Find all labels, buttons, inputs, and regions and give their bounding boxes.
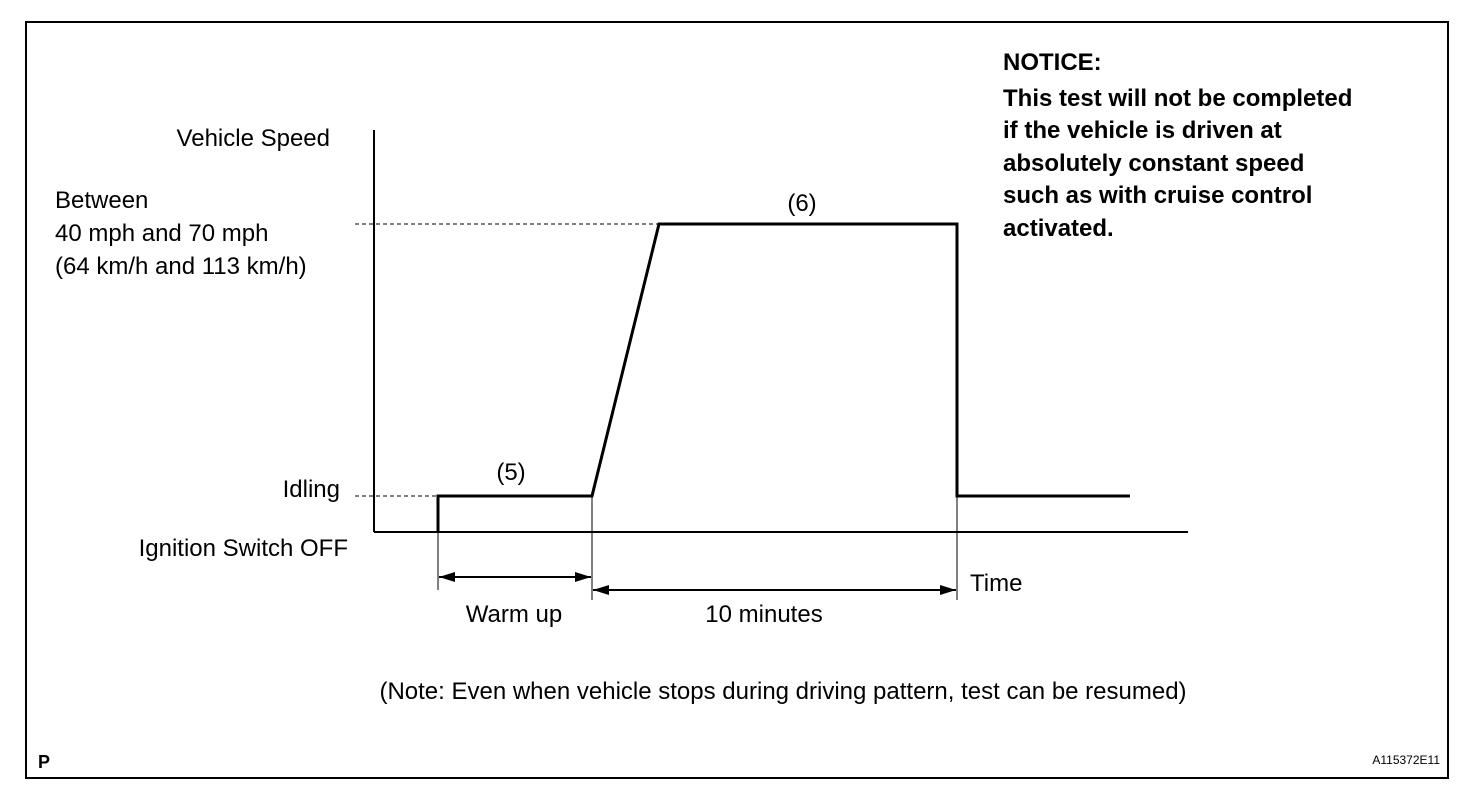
notice-line: if the vehicle is driven at xyxy=(1003,117,1282,144)
notice-title: NOTICE: xyxy=(1003,49,1102,76)
speed-range: (64 km/h and 113 km/h) xyxy=(55,253,307,280)
notice-line: absolutely constant speed xyxy=(1003,150,1304,177)
notice-line: activated. xyxy=(1003,215,1114,242)
step-label: (6) xyxy=(787,190,816,217)
speed-profile xyxy=(436,222,1130,532)
speed-range: 40 mph and 70 mph xyxy=(55,220,268,247)
interval-label: 10 minutes xyxy=(705,601,822,628)
frame xyxy=(25,21,1449,779)
interval-label: Warm up xyxy=(466,601,562,628)
y-axis-label: Vehicle Speed xyxy=(177,125,330,152)
x-axis-label: Time xyxy=(970,570,1022,597)
corner-right: A115372E11 xyxy=(1372,753,1440,767)
level-label: Ignition Switch OFF xyxy=(139,535,348,562)
level-label: Idling xyxy=(283,476,340,503)
corner-left: P xyxy=(38,752,50,772)
notice-line: such as with cruise control xyxy=(1003,182,1312,209)
speed-range: Between xyxy=(55,187,148,214)
note: (Note: Even when vehicle stops during dr… xyxy=(379,678,1186,705)
notice-line: This test will not be completed xyxy=(1003,85,1352,112)
step-label: (5) xyxy=(496,459,525,486)
